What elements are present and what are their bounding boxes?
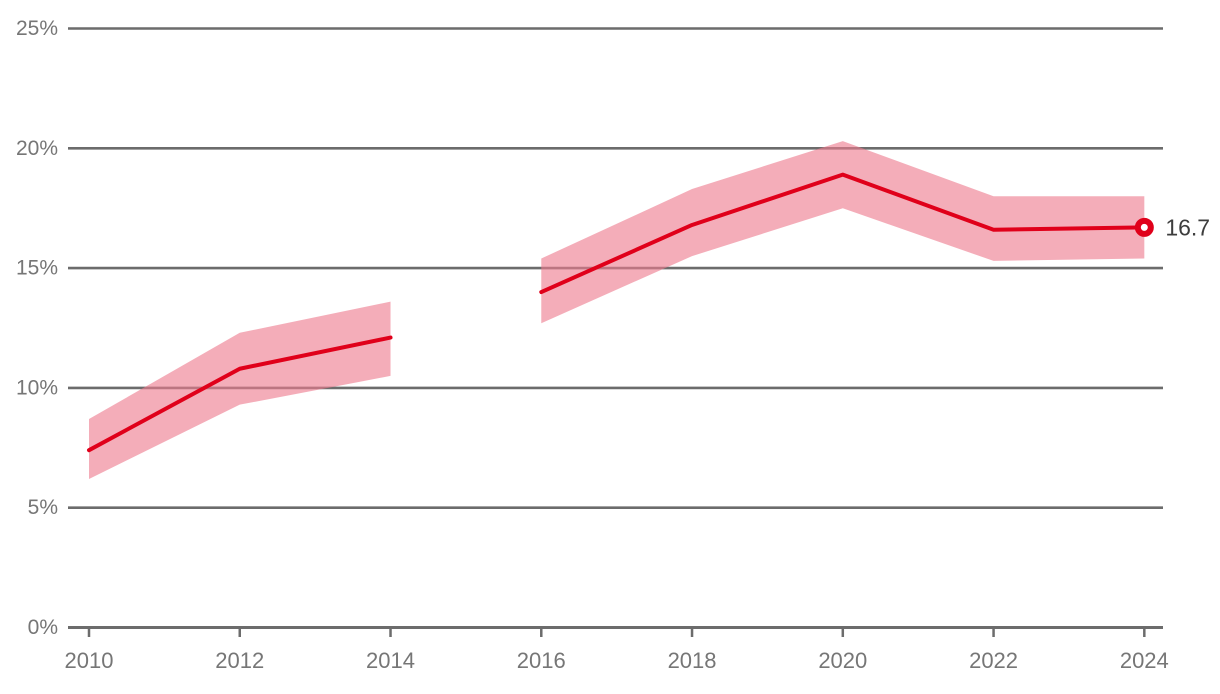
- x-tick-label: 2016: [517, 648, 566, 673]
- x-tick-label: 2022: [969, 648, 1018, 673]
- y-tick-label: 25%: [16, 17, 58, 40]
- confidence-band: [89, 301, 391, 479]
- x-tick-label: 2018: [668, 648, 717, 673]
- trend-line: [539, 172, 1147, 295]
- y-tick-label: 0%: [28, 616, 58, 639]
- end-value-label: 16.7: [1165, 214, 1210, 240]
- end-point-marker: [1134, 217, 1154, 237]
- confidence-band: [541, 141, 1145, 324]
- y-tick-label: 15%: [16, 257, 58, 280]
- y-tick-label: 10%: [16, 376, 58, 399]
- y-tick-label: 5%: [28, 496, 58, 519]
- x-tick-label: 2012: [215, 648, 264, 673]
- x-tick-label: 2024: [1120, 648, 1169, 673]
- y-tick-label: 20%: [16, 137, 58, 160]
- x-tick-label: 2020: [818, 648, 867, 673]
- x-tick-label: 2010: [65, 648, 114, 673]
- trend-line: [87, 335, 393, 453]
- x-tick-label: 2014: [366, 648, 415, 673]
